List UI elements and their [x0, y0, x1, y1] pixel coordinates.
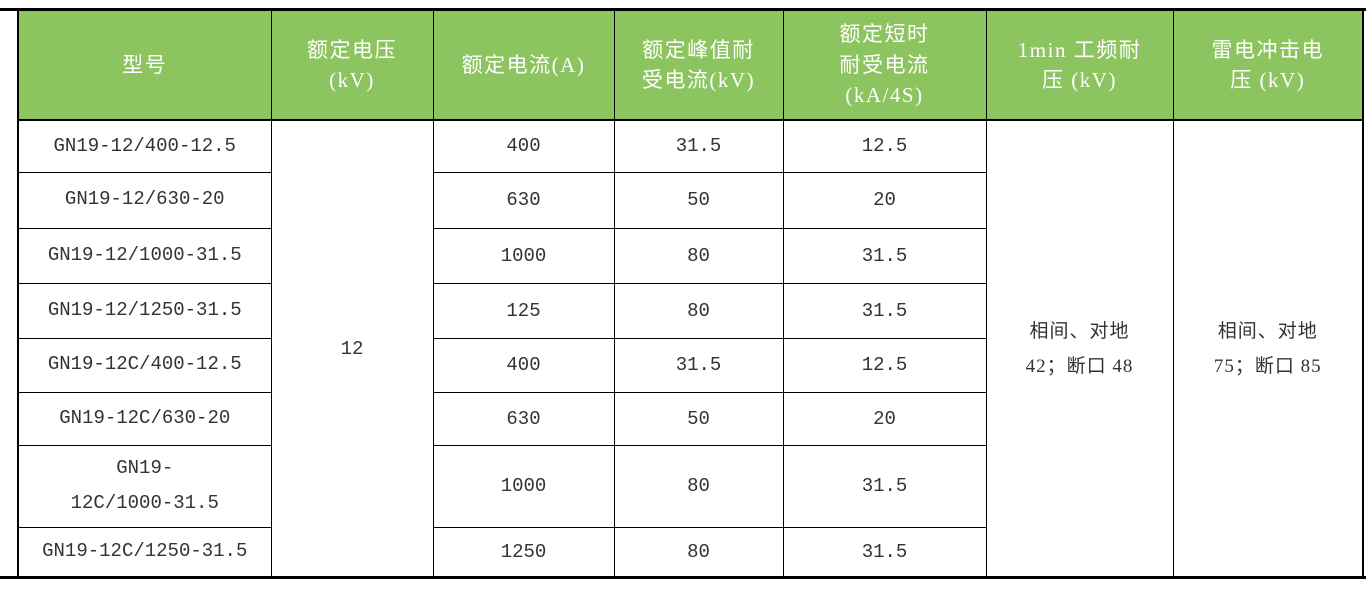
peak-withstand-cell: 80 — [613, 444, 784, 528]
peak-withstand-cell: 31.5 — [613, 119, 784, 173]
model-text: GN19-12C/400-12.5 — [47, 353, 242, 376]
table-row: GN19-12/1250-31.5 125 80 31.5 — [17, 282, 1363, 339]
rated-current-cell: 630 — [432, 171, 615, 229]
model-text: GN19-12C/1250-31.5 — [42, 540, 248, 563]
rated-current-cell: 125 — [432, 282, 615, 339]
rated-current-cell: 1000 — [432, 227, 615, 284]
short-time-withstand-cell: 20 — [782, 391, 987, 446]
table-row: GN19-12C/1250-31.5 1250 80 31.5 — [17, 526, 1363, 578]
model-text: GN19-12/1000-31.5 — [47, 243, 242, 266]
header-cell-short-time-withstand-current: 额定短时 耐受电流 (kA/4S) — [782, 11, 987, 121]
model-text: GN19-12/630-20 — [64, 188, 225, 211]
table-row: GN19-12/400-12.5 12 400 31.5 12.5 相间、对地 … — [17, 119, 1364, 578]
header-cell-model: 型号 — [17, 11, 272, 121]
header-cell-power-frequency-withstand-voltage: 1min 工频耐 压 (kV) — [985, 11, 1174, 121]
header-label: 受电流(kV) — [641, 68, 756, 92]
header-label: 压 (kV) — [1042, 68, 1117, 92]
lightning-impulse-text: 相间、对地 — [1217, 320, 1318, 342]
header-cell-lightning-impulse-voltage: 雷电冲击电 压 (kV) — [1172, 11, 1364, 121]
power-frequency-text: 相间、对地 — [1029, 320, 1130, 342]
header-cell-peak-withstand-current: 额定峰值耐 受电流(kV) — [613, 11, 784, 121]
rated-current-cell: 400 — [432, 337, 615, 393]
short-time-withstand-cell: 31.5 — [782, 526, 987, 578]
model-text: 12C/1000-31.5 — [70, 492, 219, 514]
table-row: GN19-12/1000-31.5 1000 80 31.5 — [17, 227, 1363, 284]
peak-withstand-cell: 80 — [613, 526, 784, 578]
lightning-impulse-merged-cell: 相间、对地 75；断口 85 — [1172, 119, 1364, 578]
rated-current-cell: 400 — [432, 119, 615, 173]
header-label: 1min 工频耐 — [1017, 37, 1142, 62]
peak-withstand-cell: 50 — [613, 391, 784, 446]
header-label: 压 (kV) — [1230, 68, 1306, 92]
model-text: GN19-12/1250-31.5 — [47, 298, 242, 321]
top-rule — [0, 8, 1366, 11]
header-cell-rated-voltage: 额定电压 (kV) — [270, 11, 434, 121]
short-time-withstand-cell: 12.5 — [782, 337, 987, 393]
model-cell: GN19-12C/1250-31.5 — [17, 526, 272, 578]
spec-table: 型号 额定电压 (kV) 额定电流(A) 额定峰值耐 受电流(kV) 额定短时 … — [17, 11, 1364, 578]
peak-withstand-cell: 80 — [613, 227, 784, 284]
header-label: 额定电压 — [307, 37, 397, 62]
header-label: 型号 — [122, 52, 168, 77]
lightning-impulse-text: 75；断口 85 — [1213, 355, 1322, 377]
peak-withstand-cell: 31.5 — [613, 337, 784, 393]
rated-current-cell: 1000 — [432, 444, 615, 528]
model-cell: GN19-12C/400-12.5 — [17, 337, 272, 393]
header-label: (kV) — [329, 68, 375, 92]
power-frequency-merged-cell: 相间、对地 42；断口 48 — [985, 119, 1174, 578]
rated-voltage-merged-cell: 12 — [270, 119, 434, 578]
model-cell: GN19-12C/630-20 — [17, 391, 272, 446]
model-cell: GN19-12/630-20 — [17, 171, 272, 229]
model-cell: GN19-12/400-12.5 — [17, 119, 272, 173]
table-row: GN19-12/630-20 630 50 20 — [17, 171, 1363, 229]
model-cell: GN19- 12C/1000-31.5 — [17, 444, 272, 528]
short-time-withstand-cell: 12.5 — [782, 119, 987, 173]
header-label: 雷电冲击电 — [1211, 37, 1324, 62]
model-cell: GN19-12/1250-31.5 — [17, 282, 272, 339]
header-row: 型号 额定电压 (kV) 额定电流(A) 额定峰值耐 受电流(kV) 额定短时 … — [17, 11, 1364, 121]
model-text: GN19- — [116, 456, 174, 479]
peak-withstand-cell: 50 — [613, 171, 784, 229]
peak-withstand-cell: 80 — [613, 282, 784, 339]
header-label: 额定电流(A) — [461, 52, 586, 77]
model-text: GN19-12/400-12.5 — [53, 134, 236, 157]
short-time-withstand-cell: 20 — [782, 171, 987, 229]
bottom-rule — [0, 576, 1366, 579]
power-frequency-text: 42；断口 48 — [1025, 355, 1134, 377]
short-time-withstand-cell: 31.5 — [782, 227, 987, 284]
short-time-withstand-cell: 31.5 — [782, 282, 987, 339]
model-cell: GN19-12/1000-31.5 — [17, 227, 272, 284]
rated-current-cell: 1250 — [432, 526, 615, 578]
header-label: (kA/4S) — [845, 83, 924, 108]
short-time-withstand-cell: 31.5 — [782, 444, 987, 528]
table-row: GN19-12C/400-12.5 400 31.5 12.5 — [17, 337, 1363, 393]
header-cell-rated-current: 额定电流(A) — [432, 11, 615, 121]
header-label: 额定峰值耐 — [642, 37, 755, 62]
rated-current-cell: 630 — [432, 391, 615, 446]
header-label: 额定短时 — [839, 22, 930, 47]
header-label: 耐受电流 — [839, 52, 930, 77]
model-text: GN19-12C/630-20 — [59, 406, 231, 429]
